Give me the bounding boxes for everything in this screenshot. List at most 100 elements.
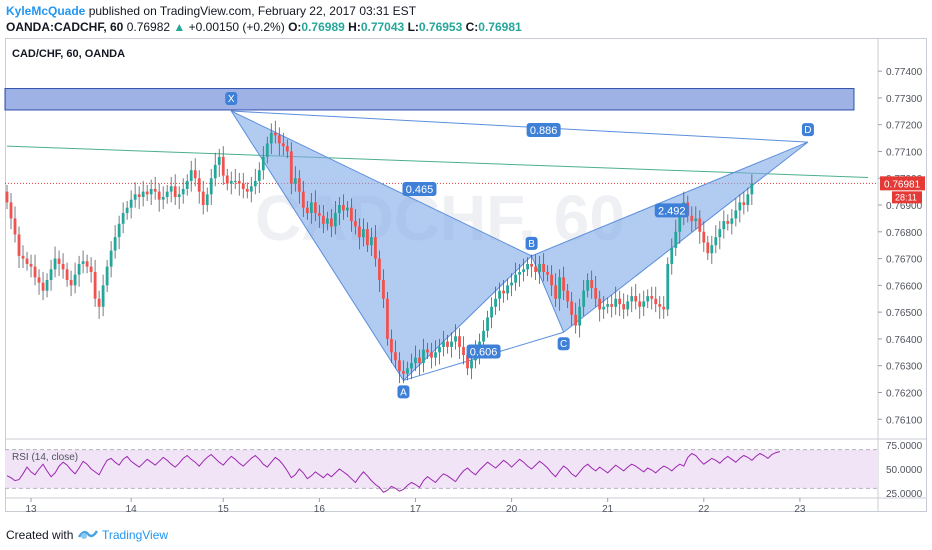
candle-body <box>630 296 634 302</box>
candle-body <box>714 237 718 246</box>
candle-body <box>394 352 397 361</box>
candle-body <box>566 290 570 302</box>
candle-body <box>538 263 542 272</box>
open-label: O: <box>288 20 302 34</box>
candle-body <box>678 215 682 232</box>
candle-body <box>13 218 17 235</box>
candle-body <box>341 205 345 211</box>
publish-line: KyleMcQuade published on TradingView.com… <box>6 4 416 18</box>
candle-body <box>245 188 249 192</box>
candle-body <box>97 298 101 307</box>
candle-body <box>570 301 574 315</box>
candle-body <box>586 280 590 291</box>
candle-body <box>349 207 353 222</box>
candle-body <box>710 245 714 254</box>
candle-body <box>189 170 193 181</box>
candle-body <box>378 258 381 281</box>
candle-body <box>506 285 509 294</box>
candle-body <box>486 317 489 331</box>
price-tick-label: 0.77200 <box>886 121 923 132</box>
bar-countdown-tag <box>892 191 922 204</box>
candle-body <box>658 304 662 307</box>
price-tick-label: 0.76700 <box>886 255 923 266</box>
fib-ratio-label: 0.886 <box>530 125 558 137</box>
candle-body <box>738 202 742 211</box>
candle-body <box>590 280 594 289</box>
pattern-point-label: B <box>528 239 535 250</box>
created-with-label: Created with <box>6 528 74 542</box>
candle-body <box>634 296 638 302</box>
candle-body <box>225 175 229 184</box>
candle-body <box>317 213 321 216</box>
candle-body <box>386 298 389 339</box>
candle-body <box>117 223 121 238</box>
candle-body <box>374 237 377 259</box>
candle-body <box>370 237 373 246</box>
chart-title: CAD/CHF, 60, OANDA <box>12 48 125 60</box>
candle-body <box>293 178 297 184</box>
tradingview-brand-link[interactable]: TradingView <box>102 528 169 542</box>
candle-body <box>366 229 369 246</box>
candle-body <box>594 288 598 299</box>
time-tick-label: 20 <box>506 504 518 515</box>
last-price-tag-label: 0.76981 <box>884 179 921 190</box>
candle-body <box>706 242 710 254</box>
open-value: 0.76989 <box>301 20 345 34</box>
close-value: 0.76981 <box>478 20 522 34</box>
candle-body <box>514 274 517 283</box>
fib-ratio-badge <box>402 181 437 196</box>
candle-body <box>402 371 405 374</box>
candle-body <box>410 363 413 369</box>
candle-body <box>726 221 730 224</box>
candle-body <box>626 301 630 310</box>
fib-ratio-badge <box>526 123 561 138</box>
candle-body <box>554 285 558 299</box>
candle-body <box>406 368 409 374</box>
candle-body <box>165 191 169 197</box>
candle-body <box>702 231 706 243</box>
pattern-point-label: X <box>228 94 235 105</box>
candle-body <box>69 280 73 286</box>
candle-body <box>546 271 550 275</box>
candle-body <box>29 263 33 267</box>
candle-body <box>133 194 137 200</box>
symbol-label: OANDA:CADCHF, 60 <box>6 20 124 34</box>
candle-body <box>337 205 341 214</box>
rsi-tick-label: 75.0000 <box>886 441 923 452</box>
candle-body <box>614 298 618 307</box>
change-up-icon: ▲ <box>173 20 186 34</box>
candle-body <box>442 341 445 347</box>
candle-body <box>562 277 566 291</box>
author-link[interactable]: KyleMcQuade <box>6 4 86 18</box>
candle-body <box>618 298 622 305</box>
candle-body <box>233 180 237 182</box>
candle-body <box>49 269 53 281</box>
candle-body <box>382 280 385 299</box>
candle-body <box>482 330 485 342</box>
price-tick-label: 0.77300 <box>886 94 923 105</box>
high-label: H: <box>348 20 361 34</box>
candle-body <box>650 296 654 299</box>
candle-body <box>61 263 65 270</box>
candle-body <box>526 263 530 270</box>
candle-body <box>209 178 213 195</box>
candle-body <box>602 306 606 310</box>
price-chart[interactable]: CADCHF, 600.774000.773000.772000.771000.… <box>0 0 932 522</box>
candle-body <box>237 180 241 184</box>
candle-body <box>466 354 469 369</box>
candle-body <box>558 277 562 299</box>
candle-body <box>345 207 349 211</box>
candle-body <box>430 352 433 358</box>
low-value: 0.76953 <box>418 20 463 34</box>
price-tick-label: 0.76500 <box>886 308 923 319</box>
candle-body <box>17 234 21 256</box>
candle-body <box>458 336 461 347</box>
candle-body <box>530 263 534 267</box>
candle-body <box>305 207 309 214</box>
candle-body <box>313 202 317 214</box>
candle-body <box>666 263 670 310</box>
candle-body <box>109 250 113 267</box>
candle-body <box>73 274 77 286</box>
candle-body <box>193 170 197 179</box>
candle-body <box>33 266 37 278</box>
